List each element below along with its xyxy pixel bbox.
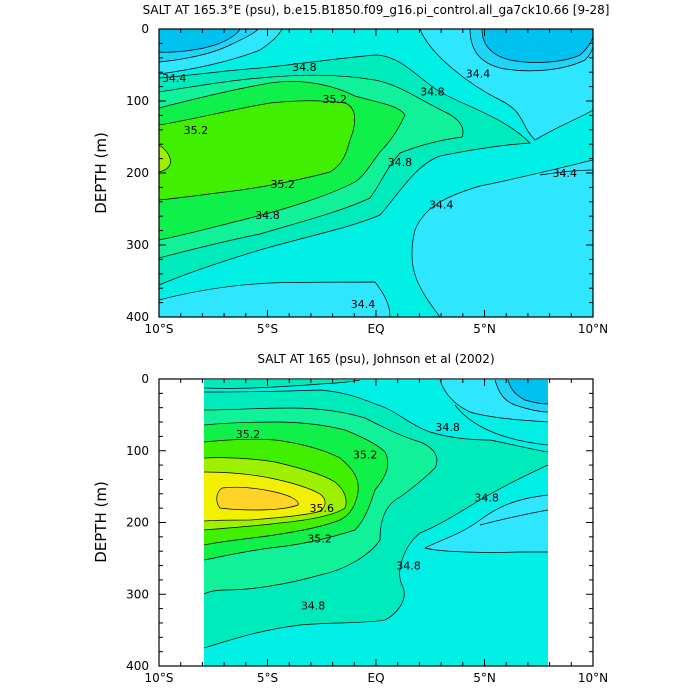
bottom-contour-surface [204, 380, 361, 389]
top-fill-35-2-35-4 [159, 100, 355, 200]
top-y-tick-label: 0 [141, 22, 149, 36]
top-axes: 10°S 5°S EQ 5°N 10°N 0 100 200 300 400 [126, 22, 608, 336]
bottom-contour-label: 34.8 [301, 600, 326, 613]
bottom-contour-lines [204, 380, 548, 649]
bottom-x-tick-label: EQ [367, 671, 384, 685]
top-contour-34-4-upper [419, 29, 593, 141]
bottom-contour-label: 35.6 [310, 502, 335, 515]
top-contour-label: 34.4 [351, 298, 376, 311]
top-contour-label: 34.4 [553, 167, 578, 180]
bottom-y-tick-label: 100 [126, 444, 149, 458]
bottom-contour-34-8 [204, 407, 438, 595]
bottom-x-tick-label: 10°S [145, 671, 174, 685]
bottom-contour-fill [204, 380, 548, 666]
bottom-contour-label: 34.8 [474, 491, 499, 504]
top-y-axis-title: DEPTH (m) [92, 132, 110, 214]
bottom-fill-ne-33-8 [508, 380, 548, 404]
top-fill-35-4-35-6 [159, 145, 171, 172]
bottom-contour-34-2-ne [439, 380, 548, 423]
bottom-y-tick-label: 300 [126, 587, 149, 601]
bottom-contour-34-6-lower [204, 464, 548, 649]
bottom-contour-35-0 [204, 421, 389, 561]
bottom-contour-35-2 [204, 438, 359, 546]
top-contour-35-0 [159, 81, 406, 241]
bottom-contour-label: 35.2 [236, 428, 261, 441]
top-fill-34-2-34-4-lower-left [159, 282, 390, 317]
bottom-contour-35-4 [204, 457, 347, 531]
top-contour-label: 34.4 [466, 68, 491, 81]
top-contour-35-4 [159, 144, 171, 173]
top-fill-ne-33-8 [482, 29, 593, 63]
top-x-tick-label: 10°S [145, 322, 174, 336]
top-contour-label: 35.2 [270, 178, 295, 191]
top-contour-label: 34.8 [255, 209, 280, 222]
bottom-y-tick-label: 0 [141, 372, 149, 386]
top-contour-34-4-lower [411, 159, 593, 317]
bottom-contour-35-6 [204, 471, 326, 522]
top-contour-lines [159, 29, 593, 317]
top-contour-34-2-surface [159, 29, 283, 75]
bottom-contour-label: 34.8 [396, 560, 421, 573]
bottom-contour-33-8-ne [507, 380, 548, 405]
top-contour-label: 35.2 [323, 93, 348, 106]
bottom-contour-label: 35.2 [307, 532, 332, 545]
top-contour-34-4-bottom [159, 281, 391, 317]
bottom-contour-labels: 35.2 35.2 35.6 35.2 34.8 34.8 34.8 34.8 [236, 421, 499, 613]
top-contour-labels: 34.4 34.8 35.2 35.2 35.2 34.8 34.4 34.4 34.8 34.8… [162, 61, 577, 311]
bottom-contour-label: 34.8 [435, 421, 460, 434]
bottom-axes: 10°S 5°S EQ 5°N 10°N 0 100 200 300 400 [126, 372, 608, 685]
top-x-tick-label: 5°N [473, 322, 496, 336]
bottom-contour-label: 35.2 [353, 448, 378, 461]
top-fill-surface-33-8 [159, 29, 240, 53]
top-contour-label: 34.8 [388, 156, 413, 169]
top-contour-33-8-ne [481, 29, 593, 63]
top-panel: SALT AT 165.3°E (psu), b.e15.B1850.f09_g… [92, 3, 609, 336]
bottom-y-tick-label: 200 [126, 516, 149, 530]
bottom-contour-34-6 [204, 389, 548, 453]
bottom-y-axis-title: DEPTH (m) [92, 481, 110, 563]
top-x-tick-label: EQ [367, 322, 384, 336]
bottom-contour-35-8 [216, 486, 299, 511]
top-contour-34-8 [159, 74, 464, 259]
bottom-panel: SALT AT 165 (psu), Johnson et al (2002) [92, 352, 608, 685]
top-x-tick-label: 5°S [257, 322, 278, 336]
top-contour-label: 34.4 [429, 199, 454, 212]
top-x-tick-label: 10°N [578, 322, 608, 336]
bottom-contour-ne-extra [454, 404, 548, 446]
top-y-tick-label: 200 [126, 166, 149, 180]
bottom-contour-34-4 [424, 494, 548, 553]
top-contour-label: 34.8 [420, 86, 445, 99]
top-contour-35-2 [159, 100, 355, 201]
top-contour-fill [159, 29, 593, 317]
top-contour-label: 34.8 [292, 61, 317, 74]
bottom-fill-surface-34-6 [204, 380, 360, 389]
bottom-x-tick-label: 10°N [578, 671, 608, 685]
top-panel-title: SALT AT 165.3°E (psu), b.e15.B1850.f09_g… [143, 3, 610, 17]
top-y-tick-label: 100 [126, 94, 149, 108]
top-contour-34-0-surface [159, 29, 259, 63]
bottom-contour-34-4-bend [479, 509, 548, 526]
top-contour-33-8-surface [159, 29, 241, 53]
top-y-tick-label: 300 [126, 238, 149, 252]
top-contour-34-6 [159, 54, 531, 286]
bottom-panel-title: SALT AT 165 (psu), Johnson et al (2002) [257, 352, 494, 366]
bottom-contour-34-0-ne [494, 380, 548, 413]
bottom-y-tick-label: 400 [126, 659, 149, 673]
bottom-x-tick-label: 5°N [473, 671, 496, 685]
top-y-tick-label: 400 [126, 310, 149, 324]
top-contour-34-0-ne [469, 29, 593, 72]
bottom-x-tick-label: 5°S [257, 671, 278, 685]
top-contour-34-4-right [539, 169, 593, 176]
top-fill-34-2-34-4-lower [411, 160, 593, 317]
top-contour-label: 34.4 [162, 72, 187, 85]
top-contour-label: 35.2 [184, 124, 209, 137]
